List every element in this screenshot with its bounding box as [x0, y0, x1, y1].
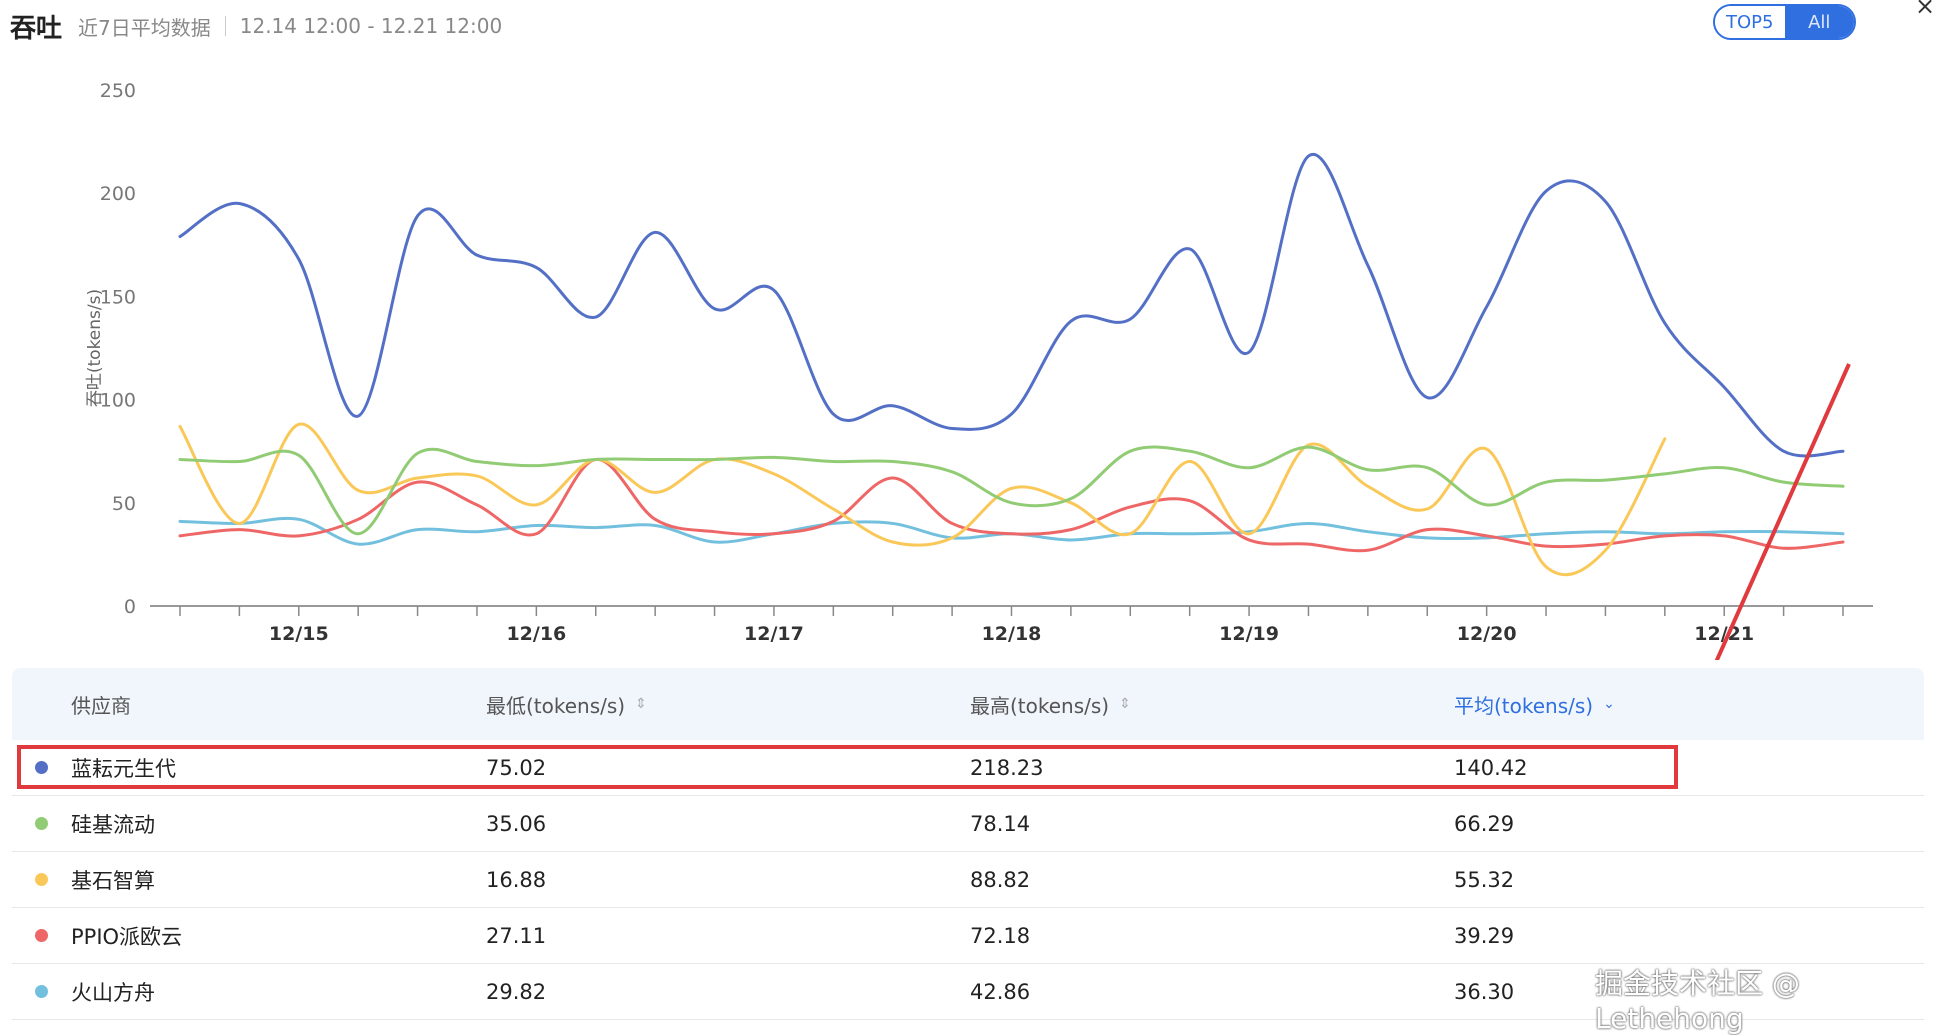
header-avg[interactable]: 平均(tokens/s) ⌄ [1454, 693, 1615, 718]
provider-name: 火山方舟 [71, 980, 155, 1005]
table-row[interactable]: 蓝耘元生代 75.02 218.23 140.42 [12, 740, 1924, 796]
legend-dot [35, 761, 48, 774]
min-value: 29.82 [486, 979, 547, 1004]
x-tick-label: 12/18 [982, 623, 1042, 645]
sort-icon[interactable]: ⇕ [1119, 696, 1131, 712]
min-value: 27.11 [486, 923, 547, 948]
table-row[interactable]: 硅基流动 35.06 78.14 66.29 [12, 796, 1924, 852]
period-label: 近7日平均数据 [78, 15, 211, 40]
chart-header: 吞吐 近7日平均数据 12.14 12:00 - 12.21 12:00 [10, 6, 502, 46]
date-range: 12.14 12:00 - 12.21 12:00 [239, 14, 503, 38]
x-tick-label: 12/20 [1457, 623, 1517, 645]
max-value: 78.14 [970, 811, 1031, 836]
y-tick-label: 100 [100, 390, 136, 412]
page-title: 吞吐 [10, 13, 63, 44]
provider-name: PPIO派欧云 [71, 924, 183, 949]
min-value: 75.02 [486, 755, 547, 780]
y-axis-label: 吞吐(tokens/s) [85, 289, 105, 407]
top5-all-toggle[interactable]: TOP5 All [1713, 4, 1856, 40]
provider-name: 硅基流动 [71, 812, 155, 837]
series-line [178, 516, 1845, 546]
watermark: 掘金技术社区 @ Lethehong [1595, 967, 1800, 1035]
sort-desc-icon[interactable]: ⌄ [1603, 696, 1615, 712]
legend-dot [35, 985, 48, 998]
y-tick-label: 150 [100, 286, 136, 308]
max-value: 72.18 [970, 923, 1031, 948]
table-row[interactable]: 火山方舟 29.82 42.86 36.30 [12, 964, 1924, 1020]
series-line [178, 445, 1845, 536]
header-divider [224, 16, 226, 36]
max-value: 218.23 [970, 755, 1044, 780]
header-min[interactable]: 最低(tokens/s) ⇕ [486, 693, 647, 718]
min-value: 35.06 [486, 811, 547, 836]
x-tick-label: 12/16 [506, 623, 566, 645]
avg-value: 55.32 [1454, 867, 1515, 892]
avg-value: 66.29 [1454, 811, 1515, 836]
x-tick-label: 12/17 [744, 623, 804, 645]
legend-dot [35, 929, 48, 942]
y-tick-label: 0 [124, 596, 136, 618]
provider-name: 基石智算 [71, 868, 155, 893]
y-tick-label: 200 [100, 183, 136, 205]
avg-value: 36.30 [1454, 979, 1515, 1004]
provider-name: 蓝耘元生代 [71, 756, 176, 781]
highlight-box [17, 745, 1678, 789]
table-row[interactable]: 基石智算 16.88 88.82 55.32 [12, 852, 1924, 908]
avg-value: 140.42 [1454, 755, 1528, 780]
sort-icon[interactable]: ⇕ [635, 696, 647, 712]
series-line [178, 152, 1845, 458]
table-body: 蓝耘元生代 75.02 218.23 140.42 硅基流动 35.06 78.14 66.2… [12, 740, 1924, 1020]
y-tick-label: 250 [100, 80, 136, 102]
header-max[interactable]: 最高(tokens/s) ⇕ [970, 693, 1131, 718]
annotation-arrow [1714, 363, 1851, 660]
max-value: 88.82 [970, 867, 1031, 892]
toggle-top5[interactable]: TOP5 [1715, 6, 1785, 38]
y-tick-label: 50 [112, 493, 136, 515]
header-provider: 供应商 [71, 693, 131, 718]
close-icon[interactable]: × [1915, 0, 1936, 20]
series-line [178, 422, 1667, 577]
table-row[interactable]: PPIO派欧云 27.11 72.18 39.29 [12, 908, 1924, 964]
throughput-line-chart: 0 50 100 150 200 250 12/15 12/16 12/17 12/18 12/19… [85, 80, 1873, 660]
x-tick-label: 12/21 [1694, 623, 1754, 645]
legend-dot [35, 817, 48, 830]
provider-table: 供应商 最低(tokens/s) ⇕ 最高(tokens/s) ⇕ 平均(token… [12, 668, 1924, 1020]
legend-dot [35, 873, 48, 886]
max-value: 42.86 [970, 979, 1031, 1004]
toggle-all[interactable]: All [1784, 6, 1854, 38]
x-tick-label: 12/19 [1219, 623, 1279, 645]
table-header: 供应商 最低(tokens/s) ⇕ 最高(tokens/s) ⇕ 平均(token… [12, 668, 1924, 740]
series-line [178, 457, 1845, 553]
avg-value: 39.29 [1454, 923, 1515, 948]
x-tick-label: 12/15 [269, 623, 329, 645]
min-value: 16.88 [486, 867, 547, 892]
